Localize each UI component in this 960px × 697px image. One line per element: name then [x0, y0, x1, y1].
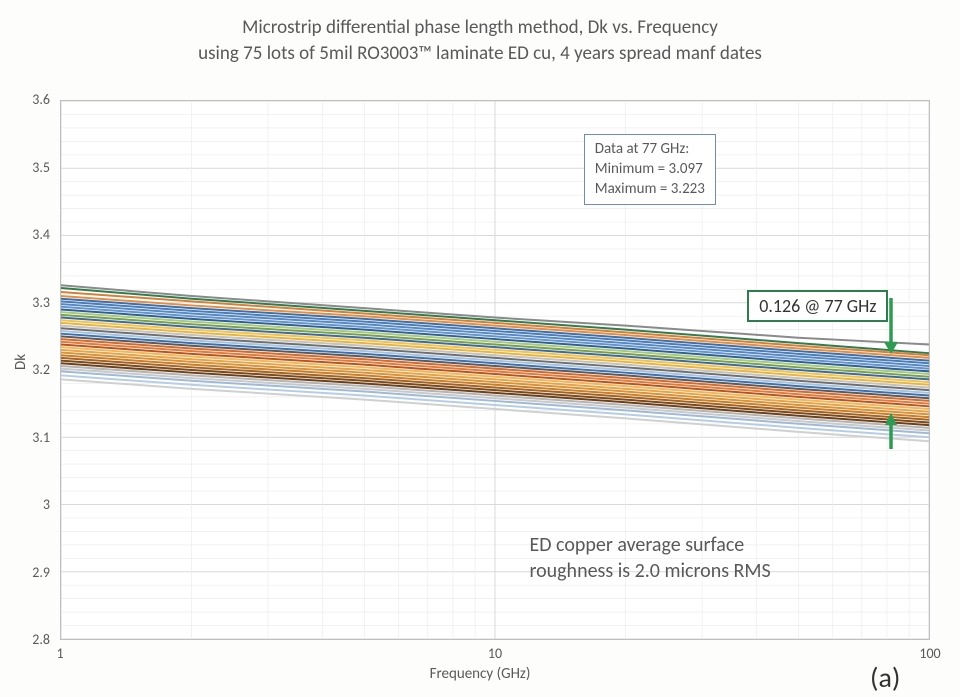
ytick-label: 3.5	[10, 159, 50, 176]
callout-box: 0.126 @ 77 GHz	[747, 290, 888, 322]
ytick-label: 3.6	[10, 91, 50, 108]
ytick-label: 2.8	[10, 631, 50, 648]
chart-title: Microstrip differential phase length met…	[0, 15, 960, 66]
ytick-label: 3.4	[10, 226, 50, 243]
plot-svg	[61, 101, 929, 639]
footnote-line-1: ED copper average surface	[529, 532, 770, 558]
panel-label: (a)	[870, 660, 900, 695]
title-line-2: using 75 lots of 5mil RO3003™ laminate E…	[0, 41, 960, 67]
xtick-label: 100	[919, 645, 940, 662]
info-line-3: Maximum = 3.223	[595, 179, 705, 199]
info-line-1: Data at 77 GHz:	[595, 139, 705, 159]
chart-container: Microstrip differential phase length met…	[0, 0, 960, 697]
footnote-line-2: roughness is 2.0 microns RMS	[529, 558, 770, 584]
footnote: ED copper average surface roughness is 2…	[529, 532, 770, 584]
callout-text: 0.126 @ 77 GHz	[759, 295, 876, 317]
ytick-label: 3.3	[10, 294, 50, 311]
info-box: Data at 77 GHz: Minimum = 3.097 Maximum …	[584, 134, 716, 205]
ytick-label: 2.9	[10, 564, 50, 581]
title-line-1: Microstrip differential phase length met…	[0, 15, 960, 41]
info-line-2: Minimum = 3.097	[595, 159, 705, 179]
xtick-label: 10	[488, 645, 502, 662]
plot-area	[60, 100, 930, 640]
ytick-label: 3.1	[10, 429, 50, 446]
x-axis-label: Frequency (GHz)	[0, 665, 960, 683]
ytick-label: 3	[10, 496, 50, 513]
xtick-label: 1	[56, 645, 63, 662]
y-axis-label: Dk	[12, 354, 30, 370]
